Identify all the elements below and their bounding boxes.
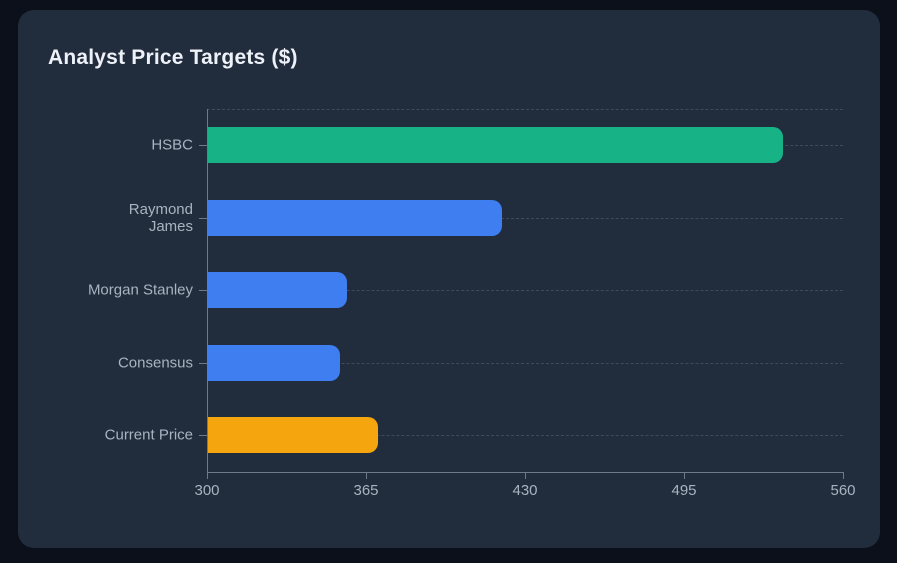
category-label: Raymond James: [128, 200, 193, 235]
category-label: Consensus: [117, 354, 193, 372]
chart-title: Analyst Price Targets ($): [48, 46, 298, 69]
price-targets-bar-chart: HSBC Raymond James Morgan Stanley Consensus…: [18, 10, 880, 548]
category-axis-tick: [199, 362, 207, 364]
category-gridline: [207, 362, 843, 364]
bar-consensus[interactable]: [208, 344, 341, 381]
x-axis-tick-label: 495: [671, 481, 697, 499]
bar-hsbc[interactable]: [208, 127, 783, 164]
y-axis-line: [207, 109, 208, 472]
category-axis-tick: [199, 217, 207, 219]
x-axis-tick: [207, 471, 208, 479]
category-label: Morgan Stanley: [87, 281, 193, 299]
category-gridline: [207, 290, 843, 292]
analyst-price-targets-card: Analyst Price Targets ($) HSBC Raymond Ja…: [18, 10, 880, 548]
category-axis-tick: [199, 145, 207, 147]
x-axis-tick: [684, 471, 685, 479]
bar-morgan-stanley[interactable]: [208, 272, 348, 309]
x-axis-tick-label: 300: [194, 481, 220, 499]
category-label: HSBC: [151, 136, 193, 154]
bar-raymond-james[interactable]: [208, 199, 502, 236]
x-axis-tick: [366, 471, 367, 479]
category-gridline: [207, 435, 843, 437]
x-axis-tick-label: 560: [830, 481, 856, 499]
x-axis-tick: [843, 471, 844, 479]
category-axis-tick: [199, 290, 207, 292]
category-axis-tick: [199, 435, 207, 437]
x-axis-tick-label: 365: [353, 481, 379, 499]
plot-top-gridline: [207, 109, 843, 110]
x-axis-tick: [525, 471, 526, 479]
category-gridline: [207, 217, 843, 219]
category-label: Current Price: [104, 426, 193, 444]
bar-current-price[interactable]: [208, 417, 378, 454]
x-axis-tick-label: 430: [512, 481, 538, 499]
